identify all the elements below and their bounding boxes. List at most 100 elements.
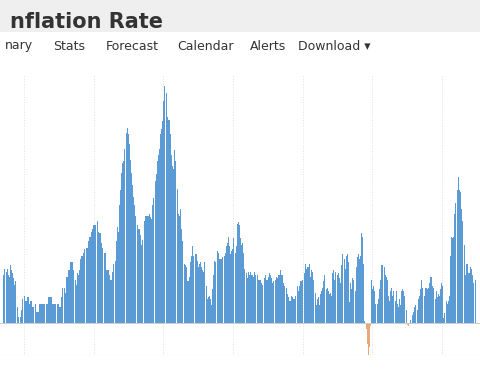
Bar bbox=[68, 270, 69, 323]
Bar bbox=[76, 285, 77, 323]
Bar bbox=[294, 299, 295, 323]
Bar bbox=[163, 101, 164, 323]
Bar bbox=[424, 296, 425, 323]
Bar bbox=[453, 237, 454, 323]
Bar bbox=[463, 227, 464, 323]
Bar bbox=[158, 142, 159, 323]
Bar bbox=[254, 272, 255, 323]
Bar bbox=[211, 305, 212, 323]
Bar bbox=[275, 280, 276, 323]
Bar bbox=[165, 88, 166, 323]
Bar bbox=[41, 304, 42, 323]
Bar bbox=[439, 296, 440, 323]
Bar bbox=[24, 296, 25, 323]
Bar bbox=[34, 312, 35, 323]
Bar bbox=[241, 245, 242, 323]
Bar bbox=[293, 299, 294, 323]
Bar bbox=[57, 304, 58, 323]
Bar bbox=[373, 288, 374, 323]
Bar bbox=[123, 161, 124, 323]
Bar bbox=[73, 270, 74, 323]
Bar bbox=[284, 286, 285, 323]
Bar bbox=[287, 294, 288, 323]
Bar bbox=[31, 301, 32, 323]
Bar bbox=[226, 248, 227, 323]
Bar bbox=[367, 323, 368, 344]
Bar bbox=[268, 276, 269, 323]
Bar bbox=[290, 301, 291, 323]
Bar bbox=[470, 267, 471, 323]
Bar bbox=[420, 283, 421, 323]
Bar bbox=[361, 233, 362, 323]
Bar bbox=[405, 296, 406, 323]
Bar bbox=[132, 185, 133, 323]
Bar bbox=[242, 248, 243, 323]
Bar bbox=[414, 307, 415, 323]
Bar bbox=[203, 272, 204, 323]
Bar bbox=[300, 281, 301, 323]
Bar bbox=[250, 272, 251, 323]
Bar bbox=[355, 291, 356, 323]
Bar bbox=[129, 144, 130, 323]
Bar bbox=[16, 285, 17, 323]
Bar bbox=[197, 261, 198, 323]
Bar bbox=[429, 283, 430, 323]
Bar bbox=[442, 286, 443, 323]
Bar bbox=[147, 216, 148, 323]
Bar bbox=[51, 297, 52, 323]
Bar bbox=[94, 225, 95, 323]
Bar bbox=[17, 307, 18, 323]
Bar bbox=[162, 121, 163, 323]
Bar bbox=[122, 157, 123, 323]
Bar bbox=[75, 280, 76, 323]
Bar bbox=[438, 294, 439, 323]
Bar bbox=[179, 219, 180, 323]
Bar bbox=[71, 262, 72, 323]
Bar bbox=[29, 304, 30, 323]
Bar bbox=[173, 169, 174, 323]
Bar bbox=[21, 310, 22, 323]
Bar bbox=[115, 261, 116, 323]
Bar bbox=[116, 242, 117, 323]
Bar bbox=[38, 304, 39, 323]
Bar bbox=[408, 323, 409, 326]
Bar bbox=[385, 275, 386, 323]
Bar bbox=[117, 235, 118, 323]
Bar bbox=[91, 232, 92, 323]
Bar bbox=[134, 205, 135, 323]
Bar bbox=[263, 286, 264, 323]
Bar bbox=[357, 254, 358, 323]
Bar bbox=[443, 318, 444, 323]
Bar bbox=[388, 296, 389, 323]
Bar bbox=[6, 272, 7, 323]
Bar bbox=[185, 265, 186, 323]
Bar bbox=[394, 299, 395, 323]
Bar bbox=[444, 313, 445, 323]
Bar bbox=[3, 275, 4, 323]
Bar bbox=[113, 264, 114, 323]
Bar bbox=[243, 253, 244, 323]
Bar bbox=[305, 264, 306, 323]
Bar bbox=[309, 264, 310, 323]
Bar bbox=[359, 259, 360, 323]
Bar bbox=[181, 228, 182, 323]
Bar bbox=[135, 216, 136, 323]
Bar bbox=[291, 296, 292, 323]
Bar bbox=[301, 281, 302, 323]
Bar bbox=[352, 278, 353, 323]
Bar bbox=[390, 291, 391, 323]
Bar bbox=[209, 296, 210, 323]
Bar bbox=[377, 304, 378, 323]
Bar bbox=[199, 264, 200, 323]
Bar bbox=[381, 265, 382, 323]
Bar bbox=[156, 174, 157, 323]
Text: nflation Rate: nflation Rate bbox=[10, 12, 163, 32]
Bar bbox=[210, 299, 211, 323]
Bar bbox=[83, 253, 84, 323]
Bar bbox=[13, 283, 14, 323]
Bar bbox=[155, 180, 156, 323]
Bar bbox=[314, 290, 315, 323]
Bar bbox=[360, 256, 361, 323]
Bar bbox=[467, 264, 468, 323]
Bar bbox=[257, 275, 258, 323]
